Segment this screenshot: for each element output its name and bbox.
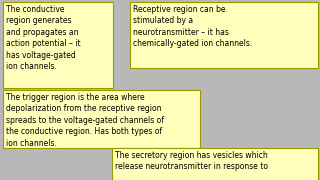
Text: Receptive region can be
stimulated by a
neurotransmitter – it has
chemically-gat: Receptive region can be stimulated by a … [133,5,252,48]
Bar [112,148,318,180]
Text: The conductive
region generates
and propagates an
action potential – it
has volt: The conductive region generates and prop… [6,5,81,71]
Text: The secretory region has vesicles which
release neurotransmitter in response to: The secretory region has vesicles which … [115,151,268,171]
Bar [3,90,200,148]
Bar [3,2,113,88]
Bar [130,2,318,68]
Text: The trigger region is the area where
depolarization from the receptive region
sp: The trigger region is the area where dep… [6,93,164,148]
